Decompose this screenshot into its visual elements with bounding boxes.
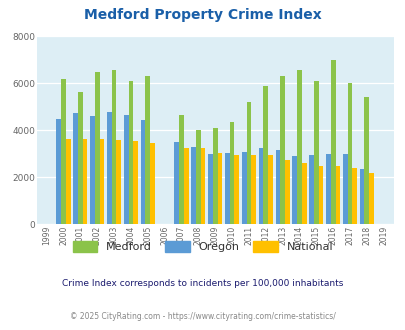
Bar: [83, 139, 87, 224]
Bar: [301, 163, 306, 224]
Bar: [318, 166, 322, 224]
Bar: [241, 151, 246, 224]
Bar: [296, 70, 301, 224]
Bar: [229, 122, 234, 224]
Bar: [234, 155, 239, 224]
Bar: [246, 102, 251, 224]
Bar: [330, 60, 335, 224]
Bar: [309, 155, 313, 224]
Bar: [284, 160, 289, 224]
Bar: [141, 120, 145, 224]
Bar: [217, 153, 222, 224]
Bar: [313, 81, 318, 224]
Bar: [212, 128, 217, 224]
Text: Medford Property Crime Index: Medford Property Crime Index: [84, 8, 321, 22]
Bar: [342, 154, 347, 224]
Bar: [335, 166, 339, 224]
Text: © 2025 CityRating.com - https://www.cityrating.com/crime-statistics/: © 2025 CityRating.com - https://www.city…: [70, 312, 335, 321]
Bar: [208, 154, 212, 224]
Bar: [263, 86, 267, 224]
Bar: [196, 130, 200, 224]
Bar: [183, 148, 188, 224]
Bar: [179, 115, 183, 224]
Bar: [292, 156, 296, 224]
Text: Crime Index corresponds to incidents per 100,000 inhabitants: Crime Index corresponds to incidents per…: [62, 279, 343, 288]
Bar: [325, 154, 330, 224]
Bar: [95, 72, 99, 224]
Bar: [251, 155, 255, 224]
Bar: [364, 97, 368, 224]
Bar: [111, 70, 116, 224]
Bar: [200, 148, 205, 224]
Legend: Medford, Oregon, National: Medford, Oregon, National: [68, 237, 337, 256]
Bar: [359, 169, 364, 224]
Bar: [66, 139, 70, 224]
Bar: [61, 79, 66, 224]
Bar: [267, 155, 272, 224]
Bar: [133, 141, 138, 224]
Bar: [224, 153, 229, 224]
Bar: [191, 147, 196, 224]
Bar: [258, 148, 263, 224]
Bar: [368, 173, 373, 224]
Bar: [116, 140, 121, 224]
Bar: [352, 168, 356, 224]
Bar: [128, 81, 133, 224]
Bar: [73, 113, 78, 224]
Bar: [78, 91, 83, 224]
Bar: [145, 76, 150, 224]
Bar: [279, 76, 284, 224]
Bar: [150, 143, 154, 224]
Bar: [275, 150, 279, 224]
Bar: [124, 115, 128, 224]
Bar: [347, 83, 352, 224]
Bar: [99, 139, 104, 224]
Bar: [56, 118, 61, 224]
Bar: [174, 142, 179, 224]
Bar: [90, 116, 95, 224]
Bar: [107, 112, 111, 224]
